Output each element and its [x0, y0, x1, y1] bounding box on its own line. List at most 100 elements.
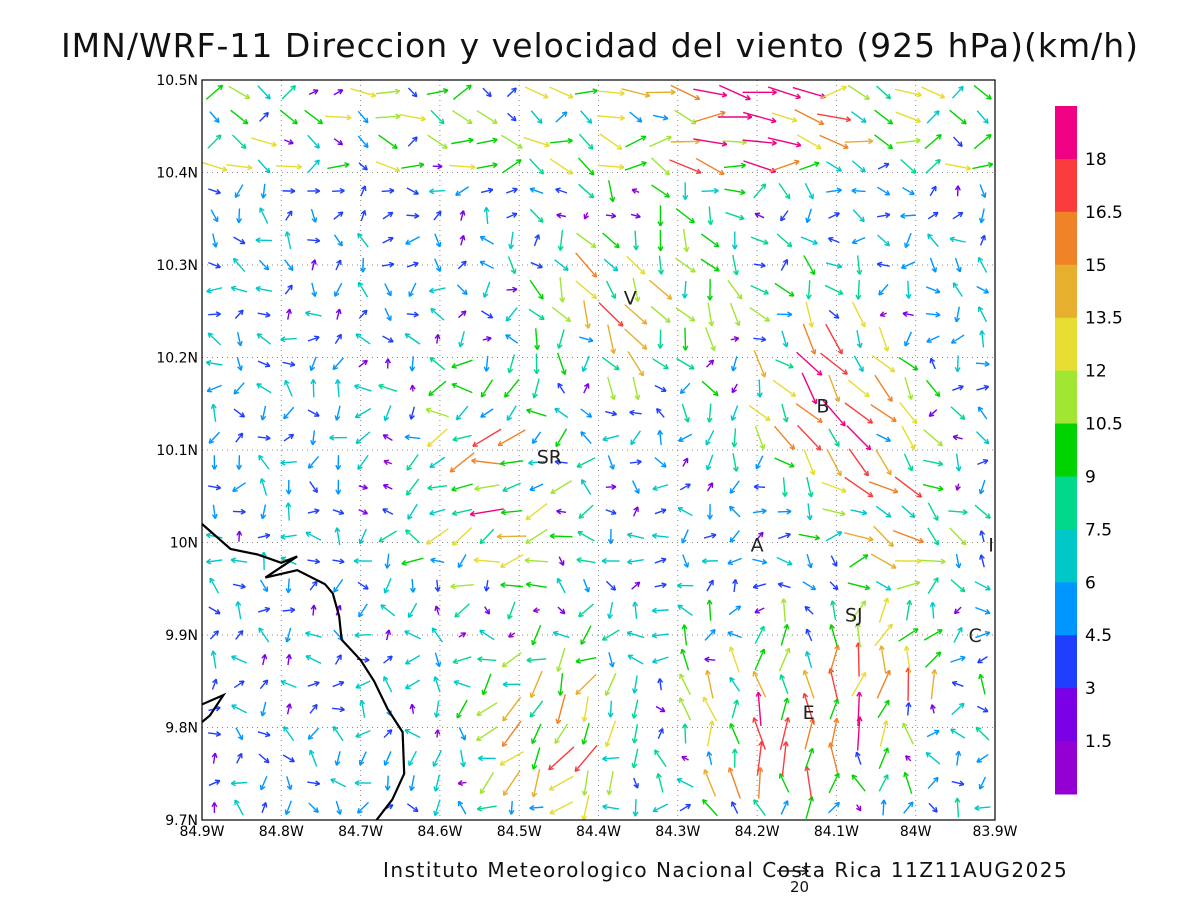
wind-vector: [731, 699, 740, 719]
wind-vector: [973, 133, 992, 150]
wind-vector: [578, 183, 595, 199]
wind-vector: [706, 751, 713, 766]
wind-vector: [632, 601, 639, 619]
wind-vector: [828, 212, 840, 219]
wind-vector: [903, 453, 914, 472]
wind-vector: [851, 236, 866, 245]
wind-vector: [556, 352, 567, 375]
wind-vector: [531, 747, 541, 770]
wind-vector: [505, 307, 518, 322]
wind-vector: [236, 752, 243, 764]
wind-vector: [280, 533, 297, 540]
wind-vector: [258, 606, 271, 613]
longitude-tick-label: 83.9W: [972, 824, 1017, 840]
wind-vector: [307, 409, 320, 417]
wind-vector: [335, 479, 342, 495]
wind-vector: [876, 186, 891, 196]
wind-vector: [305, 531, 322, 541]
wind-vector: [310, 208, 318, 223]
wind-vector: [360, 185, 367, 197]
wind-vector: [775, 359, 794, 369]
wind-vector: [730, 356, 738, 372]
wind-vector: [505, 187, 518, 194]
wind-vector: [401, 557, 424, 566]
wind-vector: [500, 460, 524, 467]
wind-vector: [279, 109, 298, 125]
wind-vector: [979, 330, 986, 348]
wind-vector: [451, 137, 474, 145]
wind-vector: [506, 87, 517, 98]
wind-vector: [577, 530, 595, 542]
colorbar-segment: [1055, 529, 1077, 583]
wind-vector: [258, 753, 270, 764]
wind-vector: [679, 803, 692, 812]
wind-vector: [580, 479, 592, 495]
wind-vector: [310, 430, 317, 446]
wind-vector: [706, 482, 714, 492]
wind-vector: [457, 780, 467, 786]
wind-vector: [652, 484, 669, 491]
wind-vector: [951, 702, 965, 716]
wind-vector: [452, 434, 472, 442]
wind-vector: [704, 628, 716, 641]
wind-vector: [283, 433, 295, 442]
wind-vector: [581, 795, 590, 820]
wind-vector: [682, 457, 689, 467]
wind-vector: [779, 674, 789, 695]
wind-vector: [829, 698, 840, 720]
wind-vector: [657, 205, 664, 227]
wind-vector: [656, 407, 665, 418]
wind-vector: [457, 554, 467, 569]
wind-vector: [408, 775, 415, 792]
wind-vector: [479, 629, 495, 641]
wind-vector: [477, 755, 496, 762]
wind-vector: [601, 629, 620, 641]
wind-vector: [977, 458, 989, 466]
wind-vector: [335, 308, 342, 320]
wind-vector: [428, 380, 447, 397]
wind-vector: [802, 323, 817, 355]
colorbar-segment: [1055, 106, 1077, 160]
wind-vector: [951, 680, 964, 687]
wind-vector: [870, 553, 897, 569]
wind-vector: [729, 676, 741, 692]
wind-vector: [817, 113, 852, 123]
wind-vector: [534, 328, 541, 351]
wind-vector: [679, 483, 691, 491]
longitude-tick-label: 84.8W: [259, 824, 304, 840]
wind-vector: [874, 134, 894, 150]
wind-vector: [926, 335, 940, 343]
wind-vectors: [202, 84, 994, 820]
wind-vector: [753, 799, 766, 816]
wind-vector: [752, 558, 768, 565]
wind-vector: [202, 161, 228, 172]
wind-vector: [605, 483, 617, 490]
wind-vector: [236, 530, 243, 542]
wind-vector: [631, 675, 638, 694]
wind-vector: [307, 508, 320, 515]
wind-vector: [896, 580, 921, 590]
wind-vector: [806, 476, 814, 498]
wind-vector: [633, 777, 639, 789]
wind-vector: [477, 656, 497, 663]
wind-vector: [526, 408, 547, 417]
wind-vector: [878, 597, 890, 623]
wind-vector: [205, 84, 224, 100]
wind-vector: [285, 653, 292, 666]
wind-vector: [877, 234, 891, 247]
station-label: SR: [537, 446, 562, 468]
wind-vector: [974, 581, 991, 591]
wind-vector: [455, 405, 469, 421]
wind-vector: [627, 351, 644, 377]
wind-vector: [877, 162, 890, 170]
wind-vector: [753, 262, 766, 269]
wind-vector: [752, 670, 767, 698]
wind-vector: [282, 607, 296, 614]
wind-vector: [826, 161, 843, 172]
wind-vector: [731, 383, 738, 394]
wind-vector: [208, 730, 222, 737]
wind-vector: [631, 581, 641, 590]
wind-vector: [905, 702, 912, 716]
wind-vector: [405, 529, 421, 544]
wind-vector: [727, 631, 742, 639]
